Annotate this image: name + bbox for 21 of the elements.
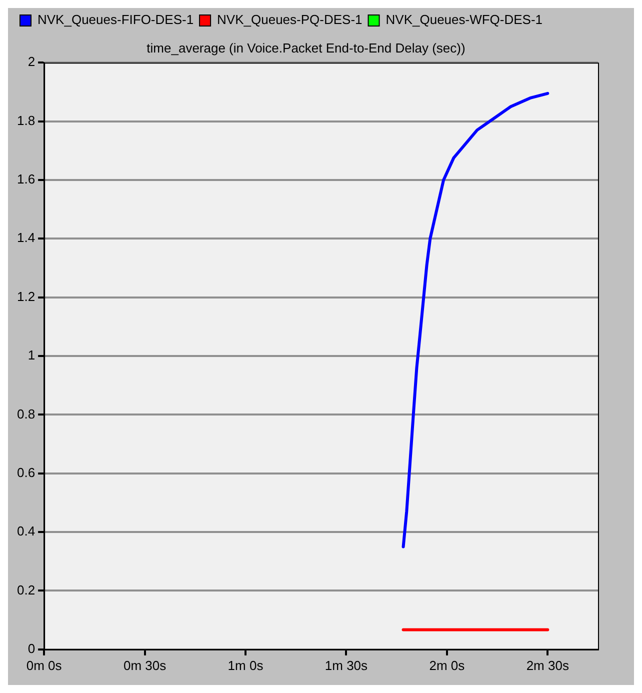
y-tick-label: 0.8: [16, 406, 36, 422]
y-tick-label: 1.4: [16, 230, 36, 246]
x-tick-label: 0m 30s: [123, 658, 167, 673]
y-tick-label: 0.6: [16, 464, 36, 480]
legend-label: NVK_Queues-PQ-DES-1: [217, 12, 362, 28]
x-tick-label: 0m 0s: [26, 658, 62, 673]
chart-title: time_average (in Voice.Packet End-to-End Delay (sec)): [146, 40, 466, 56]
x-tick-label: 1m 0s: [228, 658, 264, 673]
x-tick-label: 2m 0s: [429, 658, 466, 673]
y-tick-label: 0.2: [16, 582, 36, 598]
y-tick-label: 1.2: [16, 288, 36, 304]
y-tick-label: 1: [28, 348, 36, 363]
y-tick-label: 0: [28, 640, 36, 656]
y-tick-label: 1.6: [16, 172, 36, 187]
y-tick-label: 1.8: [16, 112, 36, 128]
x-tick-label: 1m 30s: [324, 658, 368, 673]
legend-label: NVK_Queues-WFQ-DES-1: [386, 12, 543, 28]
y-tick-label: 2: [28, 54, 36, 70]
x-tick-label: 2m 30s: [526, 658, 570, 673]
legend-label: NVK_Queues-FIFO-DES-1: [38, 12, 194, 28]
y-tick-label: 0.4: [16, 524, 36, 539]
